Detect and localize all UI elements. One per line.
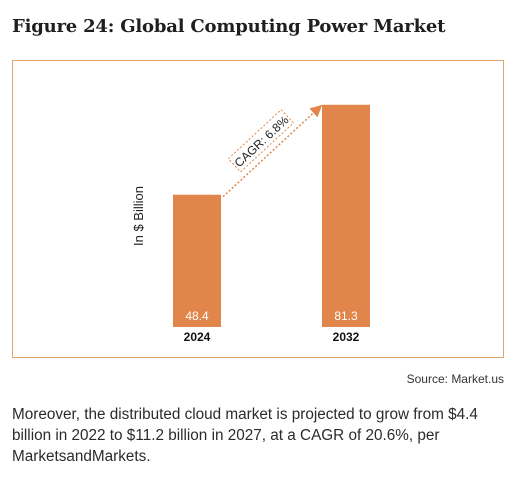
x-tick-label: 2024 bbox=[184, 330, 211, 344]
bar-chart: In $ Billion 48.4 2024 81.3 2032 CAGR: 6.8% bbox=[131, 104, 370, 344]
chart-container: In $ Billion 48.4 2024 81.3 2032 CAGR: 6.8% bbox=[12, 60, 504, 358]
bar-2024 bbox=[173, 194, 221, 327]
bar-value-label: 48.4 bbox=[185, 309, 209, 323]
figure-title: Figure 24: Global Computing Power Market bbox=[12, 16, 446, 37]
y-axis-label: In $ Billion bbox=[131, 186, 146, 246]
body-paragraph: Moreover, the distributed cloud market i… bbox=[12, 406, 478, 465]
bar-2032 bbox=[322, 104, 370, 327]
x-tick-label: 2032 bbox=[333, 330, 360, 344]
source-note: Source: Market.us bbox=[406, 372, 504, 386]
cagr-annotation: CAGR: 6.8% bbox=[227, 109, 295, 173]
bar-value-label: 81.3 bbox=[334, 309, 358, 323]
